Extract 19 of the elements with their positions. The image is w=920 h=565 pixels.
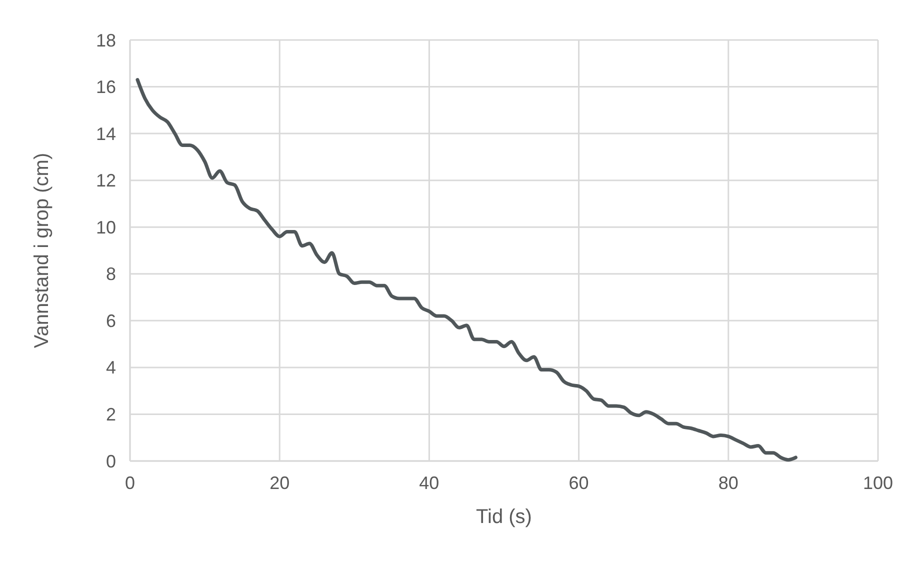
x-tick-label: 60 bbox=[568, 473, 589, 493]
x-tick-label: 0 bbox=[124, 473, 136, 493]
x-tick-label: 40 bbox=[419, 473, 440, 493]
x-tick-label: 20 bbox=[270, 473, 290, 493]
x-tick-label: 100 bbox=[862, 473, 894, 493]
y-tick-label: 8 bbox=[106, 264, 116, 284]
y-tick-label: 0 bbox=[106, 451, 116, 472]
y-axis-title: Vannstand i grop (cm) bbox=[31, 152, 53, 348]
y-tick-label: 4 bbox=[106, 358, 116, 378]
x-tick-label: 80 bbox=[718, 473, 738, 493]
y-tick-label: 2 bbox=[106, 404, 116, 425]
y-tick-label: 6 bbox=[106, 310, 116, 331]
y-tick-label: 18 bbox=[96, 30, 116, 50]
y-tick-label: 16 bbox=[96, 77, 116, 98]
y-tick-label: 10 bbox=[96, 217, 116, 238]
x-axis-title: Tid (s) bbox=[476, 506, 532, 528]
y-tick-label: 12 bbox=[96, 170, 116, 191]
line-series bbox=[136, 78, 798, 462]
y-tick-label: 14 bbox=[96, 124, 116, 144]
